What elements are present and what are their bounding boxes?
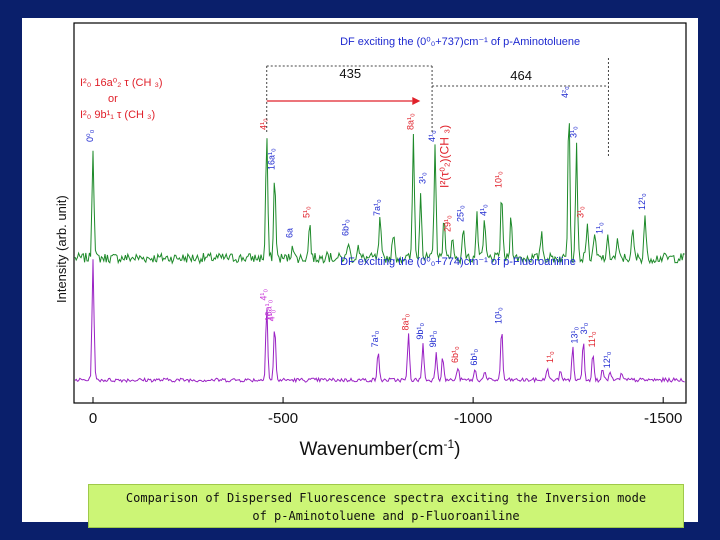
peak-label: 4¹₀ — [259, 118, 269, 130]
x-tick-label: 0 — [89, 410, 97, 427]
plot-frame — [73, 22, 687, 404]
peak-label: 4²₀ — [560, 86, 570, 98]
peak-label: 12¹₀ — [637, 193, 647, 210]
peak-label: 7a¹₀ — [370, 330, 380, 347]
peak-label: 29¹₀ — [442, 215, 452, 232]
series-title-2: DF exciting the (0⁰₀+774)cm⁻¹ of p-Fluor… — [340, 256, 576, 268]
peak-label: 3¹₀ — [575, 206, 585, 218]
caption-line-2: of p-Aminotoluene and p-Fluoroaniline — [252, 509, 520, 523]
rotated-assignment: I²(τ⁰₂)(CH ₃) — [437, 125, 451, 188]
assignment-or: or — [108, 93, 118, 105]
peak-label: 6b¹₀ — [469, 349, 479, 366]
peak-label: 1¹₀ — [545, 351, 555, 363]
peak-label: 3¹₀ — [418, 172, 428, 184]
slide: DF exciting the (0⁰₀+737)cm⁻¹ of p-Amino… — [22, 18, 698, 528]
peak-label: 16a¹₀ — [264, 299, 274, 321]
peak-label: 3¹₀ — [579, 322, 589, 334]
spectrum-line-1 — [74, 123, 685, 265]
x-axis-label: Wavenumber(cm-1) — [300, 437, 461, 460]
peak-label: 4¹₀ — [259, 289, 269, 301]
assignment-line-1: I²₀ 16a⁰₂ τ (CH ₃) — [80, 77, 163, 89]
assignment-line-2: I²₀ 9b¹₁ τ (CH ₃) — [80, 109, 155, 121]
gap-label-464: 464 — [510, 68, 532, 83]
x-tick-label: -1500 — [644, 410, 682, 427]
peak-label: 6b¹₀ — [340, 219, 350, 236]
peak-label: 6b¹₀ — [450, 346, 460, 363]
caption-box: Comparison of Dispersed Fluorescence spe… — [88, 484, 684, 528]
peak-label: 25¹₀ — [456, 205, 466, 222]
peak-label: 10¹₀ — [494, 307, 504, 324]
peak-label: 9b¹₀ — [428, 330, 438, 347]
peak-label: 10¹₀ — [494, 171, 504, 188]
x-tick-label: -1000 — [454, 410, 492, 427]
peak-label: 1¹₀ — [594, 222, 604, 234]
arrowhead-icon — [412, 97, 421, 105]
spectrum-line-2 — [74, 259, 685, 384]
peak-label: 9b¹₀ — [415, 323, 425, 340]
peak-label: 5¹₀ — [302, 206, 312, 218]
caption-line-1: Comparison of Dispersed Fluorescence spe… — [125, 491, 647, 505]
peak-label: 4¹₀ — [427, 130, 437, 142]
spectra-chart: DF exciting the (0⁰₀+737)cm⁻¹ of p-Amino… — [54, 22, 687, 460]
x-tick-label: -500 — [268, 410, 298, 427]
peak-label: 13¹₀ — [570, 326, 580, 343]
peak-label: 8a¹₀ — [405, 113, 415, 130]
series-title-1: DF exciting the (0⁰₀+737)cm⁻¹ of p-Amino… — [340, 36, 580, 48]
peak-label: 8a¹₀ — [401, 313, 411, 330]
y-axis-label: Intensity (arb. unit) — [54, 195, 69, 303]
peak-label: 12¹₀ — [602, 351, 612, 368]
peak-label: 6a — [285, 228, 295, 238]
peak-label: 16a¹₀ — [266, 148, 276, 170]
peak-label: 11¹₀ — [587, 331, 597, 347]
peak-label: 3¹₀ — [569, 126, 579, 138]
peak-label: 4¹₀ — [267, 309, 277, 321]
peak-label: 4¹₀ — [478, 204, 488, 216]
peak-label: 7a¹₀ — [372, 199, 382, 216]
gap-label-435: 435 — [339, 66, 361, 81]
peak-label: 0⁰₀ — [85, 129, 95, 142]
